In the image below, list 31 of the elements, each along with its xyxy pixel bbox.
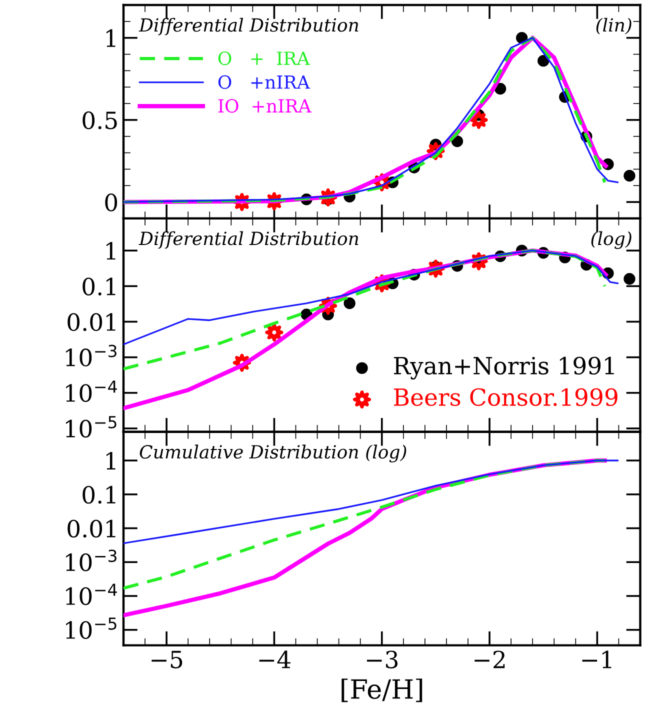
y-tick-label: 10$^{−3}$: [66, 550, 116, 572]
y-tick-label: 0.5: [82, 111, 117, 130]
x-tick-label: −4: [259, 650, 290, 668]
y-tick-label: 1: [106, 242, 116, 260]
y-tick-label: 10$^{−3}$: [66, 344, 116, 366]
y-tick-label: 0.1: [82, 278, 116, 296]
y-tick-label: 10$^{−5}$: [66, 618, 116, 639]
y-tick-label: 0.1: [82, 486, 116, 504]
y-tick-label: 0.01: [68, 520, 116, 538]
x-tick-label: −5: [152, 650, 182, 668]
y-tick-label: 10$^{−5}$: [66, 416, 116, 438]
annotation: (log): [591, 231, 632, 249]
legend-label: Ryan+Norris 1991: [394, 356, 614, 380]
x-tick-label: −2: [474, 650, 505, 668]
x-axis-title: [Fe/H]: [342, 678, 422, 702]
legend-label: IO +nIRA: [218, 99, 312, 113]
text: Differential Distribution: [138, 18, 358, 36]
legend-label: O + IRA: [218, 51, 310, 66]
y-tick-label: 0.01: [68, 313, 116, 332]
x-tick-label: −3: [366, 650, 398, 668]
text: Differential Distribution: [138, 231, 358, 249]
legend-label: O +nIRA: [218, 75, 310, 89]
text: Cumulative Distribution (log): [140, 444, 406, 462]
y-tick-label: 0: [105, 193, 118, 212]
x-tick-label: −1: [582, 650, 612, 668]
annotation: (lin): [596, 18, 632, 34]
legend-label: Beers Consor.1999: [394, 388, 618, 406]
y-tick-label: 1: [106, 452, 116, 470]
y-tick-label: 1: [106, 29, 116, 47]
y-tick-label: 10$^{−4}$: [66, 380, 117, 402]
y-tick-label: 10$^{−4}$: [66, 584, 117, 606]
